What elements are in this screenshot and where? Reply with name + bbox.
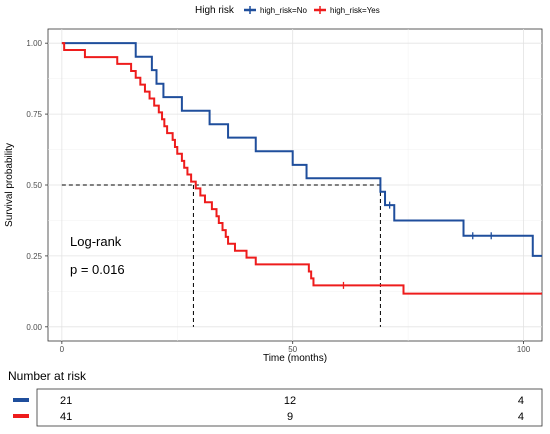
risk-cell: 9 bbox=[287, 411, 293, 423]
censor-marks bbox=[342, 201, 492, 289]
y-axis-label: Survival probability bbox=[4, 143, 15, 227]
survival-curve-yes bbox=[61, 42, 542, 295]
legend-title: High risk bbox=[195, 5, 235, 16]
x-axis-label: Time (months) bbox=[263, 353, 327, 364]
median-lines bbox=[61, 184, 381, 327]
annotation-test: Log-rank bbox=[70, 234, 122, 249]
y-tick-label: 0.00 bbox=[26, 323, 42, 332]
risk-cell: 12 bbox=[284, 395, 296, 407]
x-tick-label: 50 bbox=[288, 345, 297, 354]
axis-ticks: 0.00 0.25 0.50 0.75 1.00 0 50 100 bbox=[26, 39, 530, 354]
legend-entry-no: high_risk=No bbox=[260, 6, 307, 15]
risk-cell: 21 bbox=[60, 395, 72, 407]
annotation-pvalue: p = 0.016 bbox=[70, 262, 125, 277]
legend-entry-yes: high_risk=Yes bbox=[330, 6, 380, 15]
legend: High risk high_risk=No high_risk=Yes bbox=[195, 5, 380, 16]
risk-table-title: Number at risk bbox=[8, 369, 87, 383]
x-tick-label: 0 bbox=[60, 345, 65, 354]
risk-table-box bbox=[36, 388, 543, 427]
y-tick-label: 1.00 bbox=[26, 39, 42, 48]
survival-curve-no bbox=[61, 42, 542, 257]
y-tick-label: 0.50 bbox=[26, 181, 42, 190]
y-tick-label: 0.25 bbox=[26, 252, 42, 261]
risk-table: 21 12 4 41 9 4 bbox=[13, 395, 524, 423]
risk-cell: 4 bbox=[518, 395, 524, 407]
y-tick-label: 0.75 bbox=[26, 110, 42, 119]
survival-curves bbox=[61, 42, 542, 295]
risk-cell: 41 bbox=[60, 411, 72, 423]
risk-cell: 4 bbox=[518, 411, 524, 423]
grid-major bbox=[48, 29, 542, 341]
x-tick-label: 100 bbox=[517, 345, 531, 354]
